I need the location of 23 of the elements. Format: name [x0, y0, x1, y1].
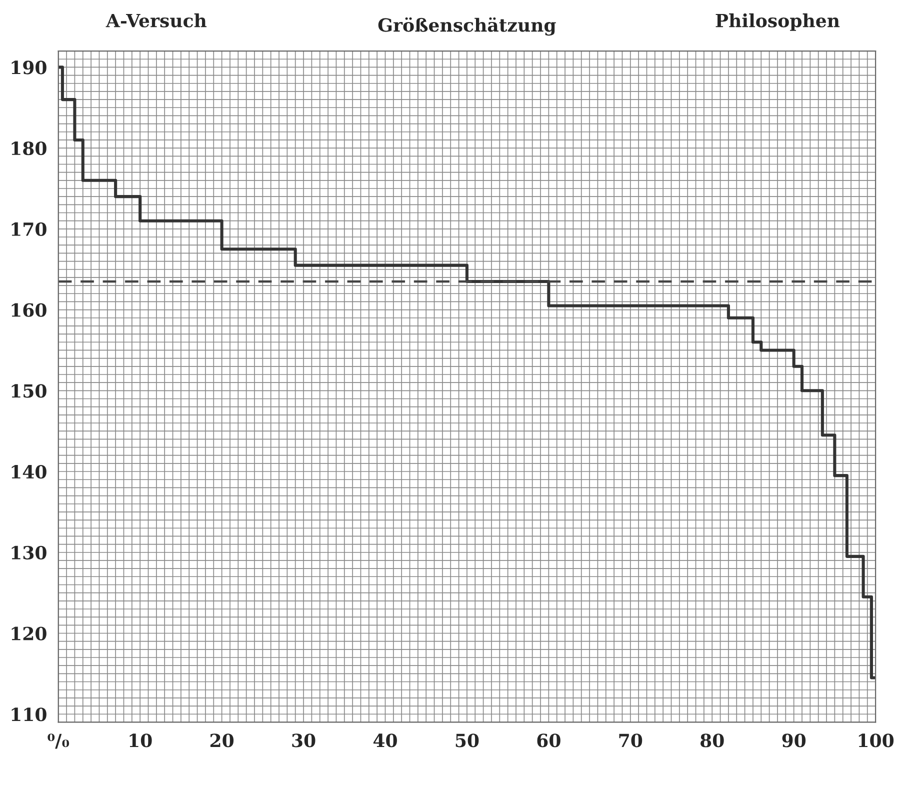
y-tick-label: 170	[12, 222, 46, 236]
x-tick-label: 80	[700, 734, 724, 748]
x-tick-label: 20	[210, 734, 234, 748]
x-tick-label: 100	[858, 734, 894, 748]
y-tick-label: 160	[12, 303, 46, 317]
x-tick-label: 60	[537, 734, 560, 748]
x-tick-label: 40	[373, 734, 397, 748]
x-tick-label: ⁰/₀	[48, 734, 70, 749]
chart-title: Größenschätzung	[378, 17, 556, 36]
y-tick-label: 130	[12, 546, 46, 560]
text: Philosophen	[716, 13, 840, 31]
y-tick-label: 150	[12, 384, 46, 398]
x-tick-label: 70	[619, 734, 642, 748]
x-tick-label: 50	[456, 734, 479, 748]
x-tick-label: 90	[782, 734, 806, 748]
y-tick-label: 180	[12, 142, 46, 156]
x-tick-label: 30	[292, 734, 316, 748]
y-tick-label: 140	[12, 464, 46, 479]
y-tick-label: 110	[12, 708, 46, 722]
y-tick-label: 120	[12, 626, 46, 640]
text: A-Versuch	[106, 13, 206, 28]
x-tick-label: 10	[130, 734, 152, 748]
y-tick-label: 190	[12, 60, 46, 74]
